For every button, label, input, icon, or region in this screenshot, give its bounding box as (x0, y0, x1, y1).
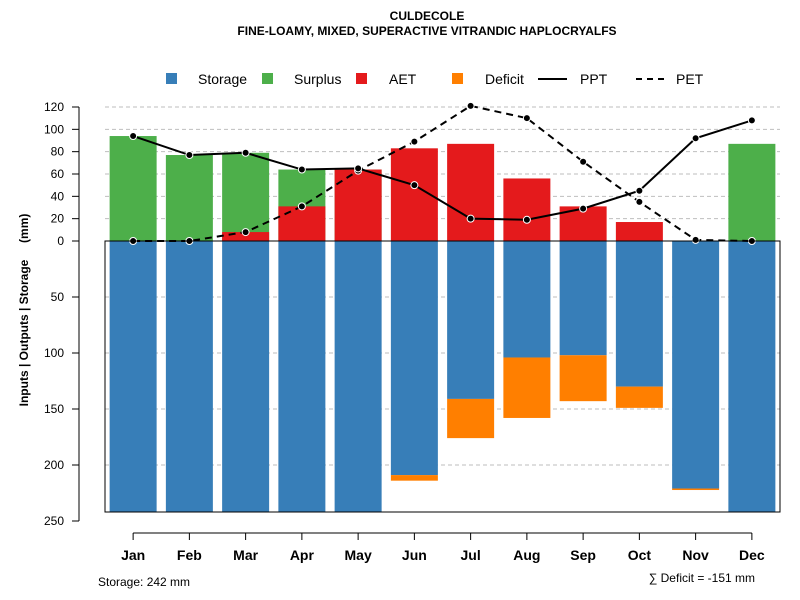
pet-line (133, 104, 752, 242)
ppt-point-feb (185, 151, 194, 160)
footer-deficit: ∑ Deficit = -151 mm (649, 571, 755, 585)
pet-point-mar (241, 228, 250, 237)
bar-aet-mar (222, 232, 270, 241)
legend-label-storage: Storage (198, 71, 247, 87)
x-tick-label-dec: Dec (739, 547, 765, 563)
x-tick-label-sep: Sep (570, 547, 596, 563)
bar-surplus-feb (165, 155, 213, 241)
legend-swatch-surplus (262, 73, 273, 84)
bar-aet-aug (503, 178, 551, 241)
ppt-point-jun (410, 181, 419, 190)
x-tick-label-nov: Nov (682, 547, 709, 563)
y-tick-label: 150 (44, 402, 64, 416)
legend-label-surplus: Surplus (294, 71, 341, 87)
legend-swatch-storage (166, 73, 177, 84)
y-tick-label: 40 (51, 189, 65, 203)
ppt-line (132, 119, 753, 221)
x-tick-label-oct: Oct (628, 547, 652, 563)
bar-storage-jun (390, 241, 438, 476)
ppt-point-dec (747, 116, 756, 125)
bar-deficit-aug (503, 357, 551, 418)
legend-swatch-deficit (452, 73, 463, 84)
y-tick-label: 100 (44, 122, 64, 136)
storage-frame (104, 240, 781, 513)
bar-storage-apr (278, 241, 326, 513)
legend-label-deficit: Deficit (485, 71, 524, 87)
bar-storage-dec (728, 241, 776, 513)
ppt-point-apr (297, 165, 306, 174)
ppt-point-sep (579, 204, 588, 213)
x-tick-label-aug: Aug (513, 547, 540, 563)
bar-storage-nov (672, 241, 720, 489)
legend-label-aet: AET (389, 71, 417, 87)
y-tick-label: 50 (51, 290, 65, 304)
y-tick-label: 60 (51, 167, 65, 181)
pet-point-jun (410, 137, 419, 146)
bar-deficit-nov (672, 488, 720, 491)
y-tick-label: 250 (44, 514, 64, 528)
bar-surplus-dec (728, 143, 776, 241)
ppt-point-nov (691, 134, 700, 143)
pet-point-jul (466, 101, 475, 110)
pet-point-apr (297, 202, 306, 211)
bar-deficit-jun (390, 475, 438, 481)
x-tick-label-jun: Jun (402, 547, 427, 563)
x-tick-label-feb: Feb (177, 547, 202, 563)
pet-point-sep (579, 157, 588, 166)
ppt-point-may (354, 164, 363, 173)
footer-storage: Storage: 242 mm (98, 575, 190, 589)
y-tick-label: 120 (44, 100, 64, 114)
bar-storage-may (334, 241, 382, 513)
pet-point-aug (522, 114, 531, 123)
ppt-point-jul (466, 214, 475, 223)
bar-storage-jan (109, 241, 157, 513)
axes: 0 20 40 60 80 100 120 50 100 150 200 250 Jan Feb Mar Ap… (44, 100, 781, 563)
x-tick-label-may: May (345, 547, 372, 563)
bar-deficit-oct (615, 386, 663, 408)
ppt-point-mar (241, 148, 250, 157)
bar-storage-aug (503, 241, 551, 358)
x-tick-label-jul: Jul (461, 547, 481, 563)
bar-storage-mar (222, 241, 270, 513)
bar-storage-jul (447, 241, 495, 399)
y-axis-label: Inputs | Outputs | Storage (mm) (17, 214, 31, 407)
bar-surplus-mar (222, 152, 270, 241)
y-tick-label: 20 (51, 212, 65, 226)
bar-storage-oct (615, 241, 663, 387)
bar-deficit-jul (447, 398, 495, 439)
ppt-point-aug (522, 215, 531, 224)
y-tick-label: 0 (57, 234, 64, 248)
pet-point-oct (635, 197, 644, 206)
bar-storage-sep (559, 241, 607, 356)
chart-subtitle: FINE-LOAMY, MIXED, SUPERACTIVE VITRANDIC… (237, 24, 616, 38)
legend-label-pet: PET (676, 71, 704, 87)
bar-surplus-jan (109, 136, 157, 241)
bars (109, 136, 776, 513)
legend-label-ppt: PPT (580, 71, 608, 87)
bar-aet-apr (278, 206, 326, 241)
legend: Storage Surplus AET Deficit PPT PET (166, 71, 704, 87)
gridlines (105, 106, 780, 466)
x-tick-label-apr: Apr (290, 547, 315, 563)
pet-point-nov (691, 235, 700, 244)
x-tick-label-jan: Jan (121, 547, 145, 563)
series-lines (129, 101, 756, 245)
y-tick-label: 80 (51, 145, 65, 159)
bar-storage-feb (165, 241, 213, 513)
bar-deficit-sep (559, 355, 607, 402)
x-tick-label-mar: Mar (233, 547, 258, 563)
chart-title: CULDECOLE (390, 9, 465, 23)
y-tick-label: 100 (44, 346, 64, 360)
bar-aet-jul (447, 143, 495, 241)
bar-aet-oct (615, 222, 663, 241)
legend-swatch-aet (356, 73, 367, 84)
ppt-point-oct (635, 186, 644, 195)
y-tick-label: 200 (44, 458, 64, 472)
ppt-point-jan (129, 132, 138, 141)
